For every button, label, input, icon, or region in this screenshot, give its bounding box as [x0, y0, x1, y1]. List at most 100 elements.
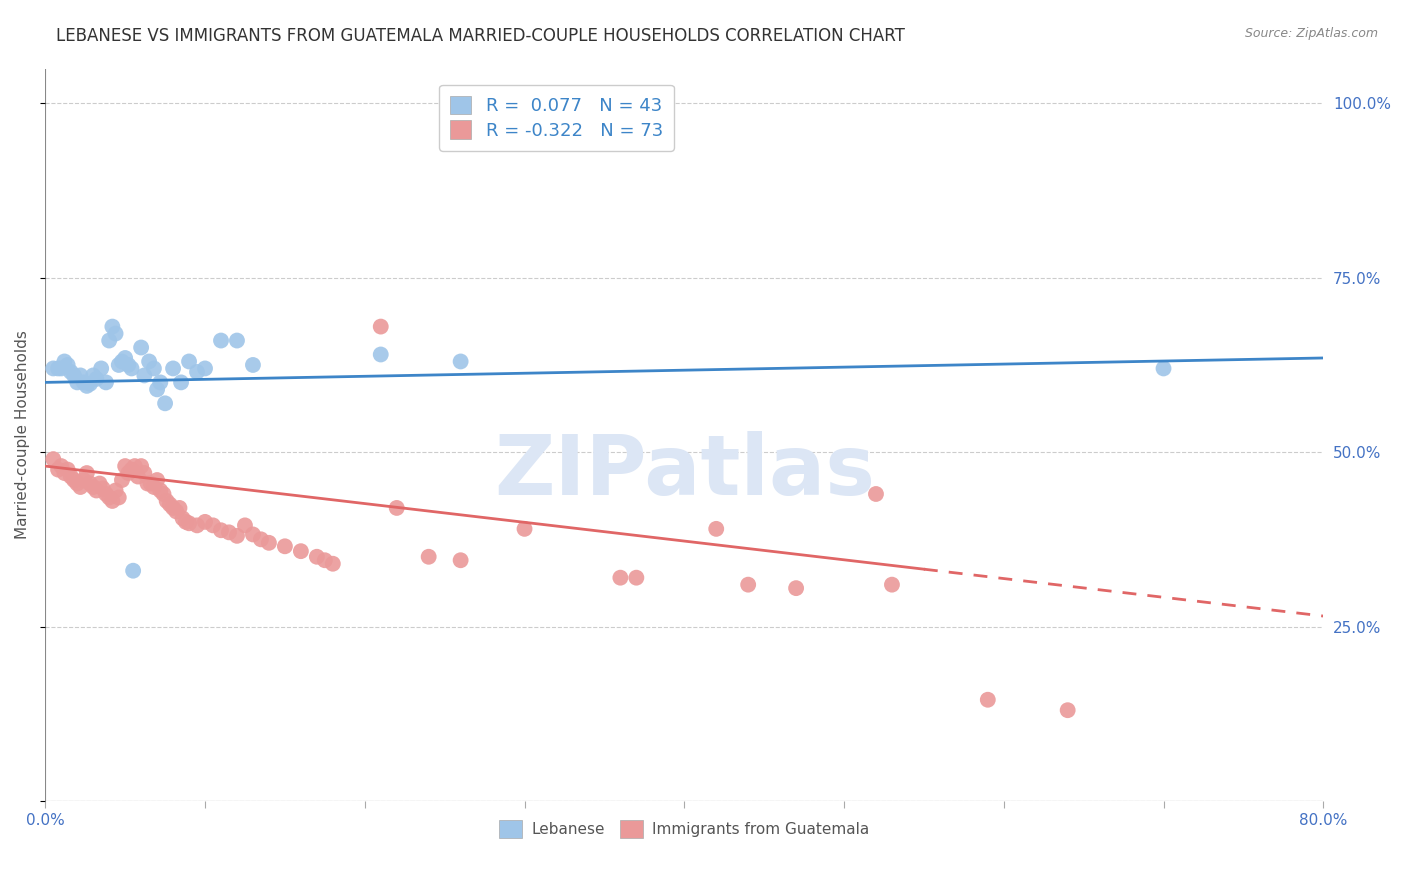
- Point: [142, 480, 165, 494]
- Point: [305, 549, 328, 564]
- Point: [172, 511, 194, 525]
- Point: [202, 518, 225, 533]
- Point: [880, 577, 903, 591]
- Point: [156, 494, 179, 508]
- Point: [129, 341, 152, 355]
- Point: [117, 466, 139, 480]
- Point: [194, 361, 217, 376]
- Point: [46, 361, 69, 376]
- Point: [91, 482, 114, 496]
- Point: [209, 523, 232, 537]
- Point: [53, 466, 76, 480]
- Y-axis label: Married-couple Households: Married-couple Households: [15, 330, 30, 539]
- Point: [63, 473, 86, 487]
- Point: [117, 358, 139, 372]
- Point: [186, 365, 208, 379]
- Point: [138, 354, 160, 368]
- Point: [59, 469, 82, 483]
- Text: ZIPatlas: ZIPatlas: [494, 431, 875, 512]
- Point: [104, 483, 127, 498]
- Point: [977, 692, 1000, 706]
- Point: [186, 518, 208, 533]
- Point: [290, 544, 312, 558]
- Point: [121, 462, 143, 476]
- Point: [174, 515, 197, 529]
- Point: [865, 487, 887, 501]
- Point: [42, 361, 65, 376]
- Point: [242, 358, 264, 372]
- Point: [177, 516, 200, 531]
- Point: [609, 571, 631, 585]
- Point: [737, 577, 759, 591]
- Point: [86, 372, 108, 386]
- Point: [86, 483, 108, 498]
- Point: [257, 536, 280, 550]
- Point: [170, 376, 193, 390]
- Point: [42, 452, 65, 467]
- Point: [226, 334, 249, 348]
- Point: [513, 522, 536, 536]
- Point: [450, 553, 472, 567]
- Point: [274, 539, 297, 553]
- Point: [785, 581, 807, 595]
- Point: [79, 376, 101, 391]
- Point: [149, 483, 172, 498]
- Point: [233, 518, 256, 533]
- Point: [1153, 361, 1175, 376]
- Point: [98, 334, 121, 348]
- Point: [1056, 703, 1078, 717]
- Point: [370, 319, 392, 334]
- Point: [177, 354, 200, 368]
- Point: [104, 326, 127, 341]
- Point: [121, 361, 143, 376]
- Point: [418, 549, 440, 564]
- Point: [66, 376, 89, 390]
- Point: [90, 361, 112, 376]
- Point: [122, 564, 145, 578]
- Point: [94, 376, 117, 390]
- Point: [153, 396, 176, 410]
- Point: [704, 522, 727, 536]
- Point: [46, 462, 69, 476]
- Point: [79, 476, 101, 491]
- Point: [101, 319, 124, 334]
- Point: [194, 515, 217, 529]
- Point: [450, 354, 472, 368]
- Point: [63, 368, 86, 383]
- Text: Source: ZipAtlas.com: Source: ZipAtlas.com: [1244, 27, 1378, 40]
- Point: [314, 553, 336, 567]
- Point: [114, 459, 136, 474]
- Point: [107, 491, 129, 505]
- Point: [169, 500, 191, 515]
- Point: [134, 466, 156, 480]
- Point: [51, 361, 73, 376]
- Point: [114, 351, 136, 365]
- Point: [250, 533, 273, 547]
- Point: [218, 525, 240, 540]
- Point: [69, 368, 91, 383]
- Point: [124, 459, 146, 474]
- Point: [94, 487, 117, 501]
- Point: [242, 527, 264, 541]
- Text: LEBANESE VS IMMIGRANTS FROM GUATEMALA MARRIED-COUPLE HOUSEHOLDS CORRELATION CHAR: LEBANESE VS IMMIGRANTS FROM GUATEMALA MA…: [56, 27, 905, 45]
- Point: [209, 334, 232, 348]
- Point: [107, 358, 129, 372]
- Point: [56, 358, 79, 372]
- Point: [149, 376, 172, 390]
- Point: [69, 480, 91, 494]
- Point: [98, 491, 121, 505]
- Point: [72, 376, 94, 390]
- Point: [626, 571, 648, 585]
- Point: [139, 476, 162, 491]
- Point: [82, 368, 104, 383]
- Point: [56, 462, 79, 476]
- Point: [226, 529, 249, 543]
- Point: [72, 473, 94, 487]
- Point: [129, 459, 152, 474]
- Point: [385, 500, 408, 515]
- Point: [59, 365, 82, 379]
- Point: [165, 504, 187, 518]
- Point: [152, 487, 174, 501]
- Point: [82, 480, 104, 494]
- Point: [53, 354, 76, 368]
